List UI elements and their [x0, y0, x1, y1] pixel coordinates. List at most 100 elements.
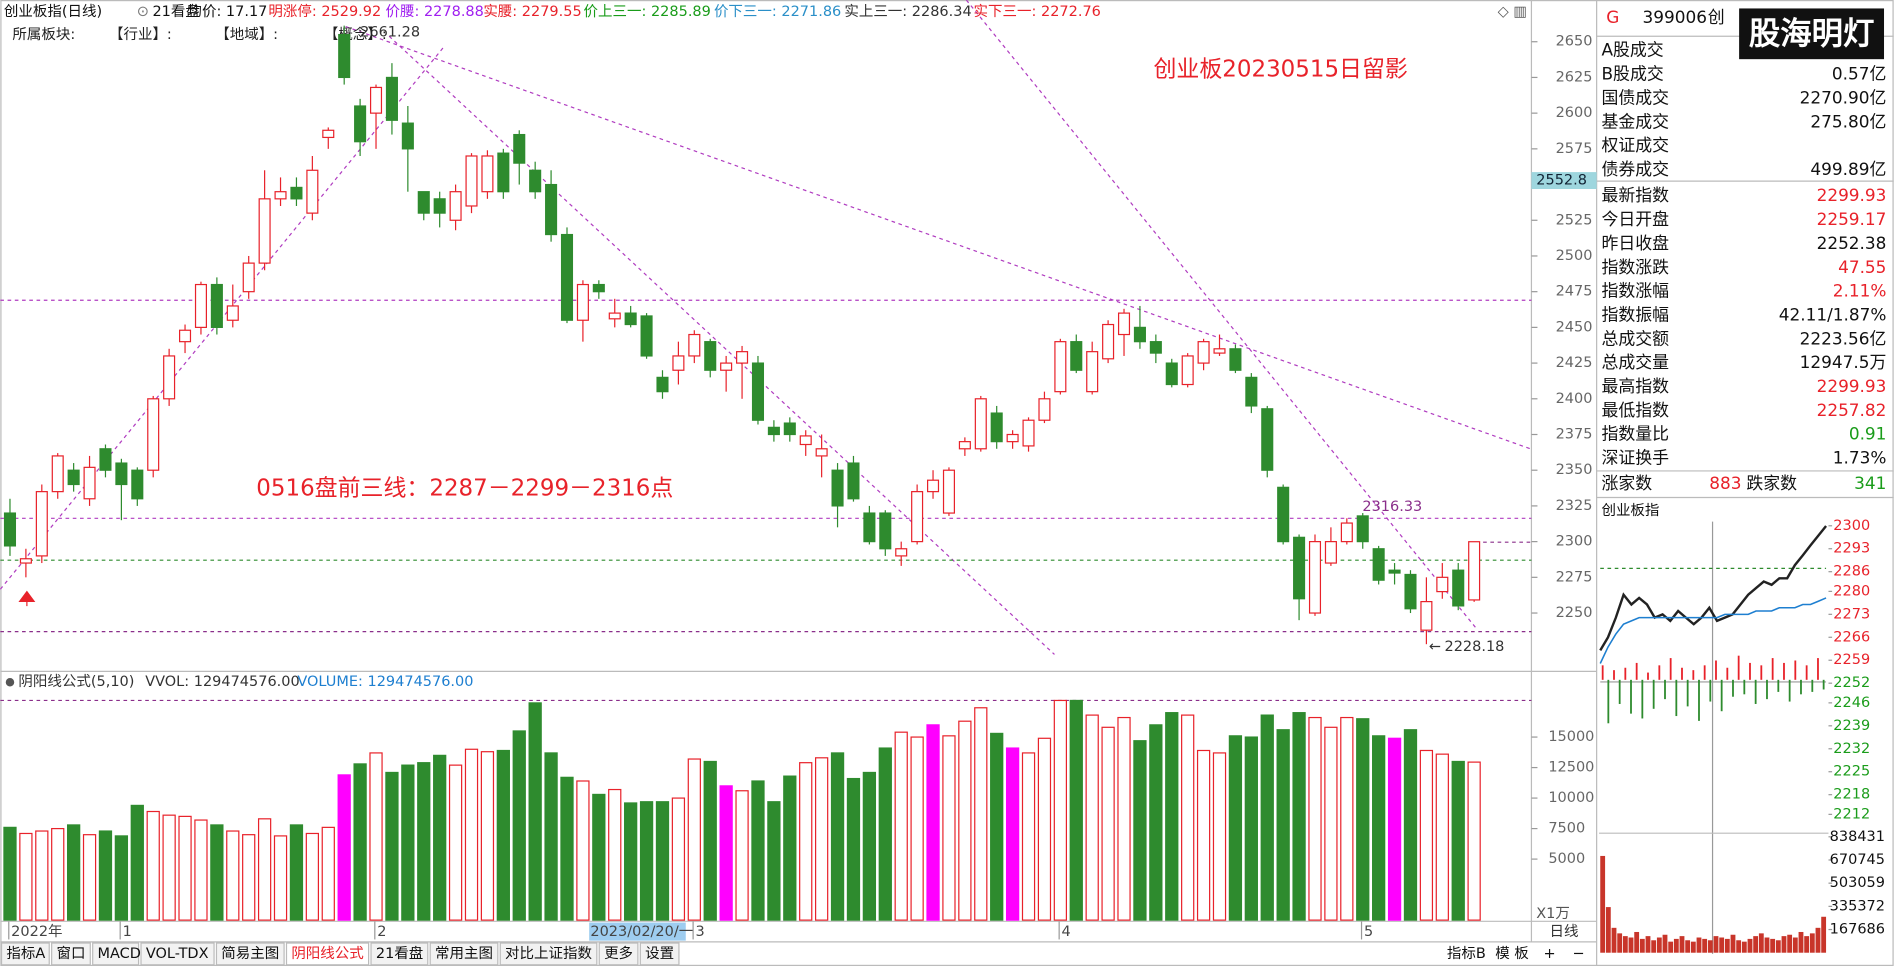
tab[interactable]: [598, 942, 639, 966]
y-tick-label: 2575: [1556, 141, 1593, 157]
volume-bar: [1356, 718, 1370, 921]
header-item: 21看盘: [152, 2, 199, 20]
y-tick-label: 2625: [1556, 69, 1593, 85]
tab-label[interactable]: 常用主图: [435, 945, 493, 962]
intraday-volume-bar: [1707, 940, 1713, 953]
candle-body: [242, 262, 255, 293]
tab-label[interactable]: 指标A: [6, 945, 45, 962]
header-item: 价下三一: 2271.86: [714, 4, 841, 20]
volume-bar: [608, 788, 622, 921]
candle-body: [258, 198, 271, 264]
candle-body: [354, 105, 367, 143]
candle-body: [385, 76, 398, 121]
intraday-volume-bar: [1600, 855, 1606, 953]
tab[interactable]: [0, 942, 50, 966]
candle-body: [942, 469, 955, 514]
volume-bar: [719, 785, 733, 921]
volume-bar: [1228, 735, 1243, 921]
y-tick-label: 2475: [1556, 284, 1593, 300]
volume-bar: [3, 826, 17, 921]
y-tick-label: 167686: [1830, 922, 1885, 938]
volume-bar: [1244, 736, 1258, 921]
candle-body: [815, 448, 828, 457]
volume-bar: [1117, 716, 1131, 921]
candle-body: [1245, 376, 1258, 407]
candle-body: [433, 198, 446, 214]
tab-label[interactable]: 21看盘: [376, 944, 423, 962]
header-item: 创业板指(日线): [4, 2, 102, 20]
intraday-volume-bar: [1622, 936, 1628, 953]
y-tick-label: 2650: [1556, 34, 1593, 50]
sector-label: 【概念】:: [324, 25, 387, 43]
row-value: 12947.5万: [1800, 352, 1887, 372]
volume-bar: [1037, 737, 1052, 921]
intraday-volume-bar: [1758, 933, 1764, 953]
candle-body: [1070, 341, 1083, 371]
volume-bar: [1133, 740, 1147, 921]
indicator-dot: [5, 678, 15, 687]
tab-label[interactable]: 指标B: [1447, 945, 1486, 962]
header-item: 实下三一: 2272.76: [974, 3, 1101, 20]
candle-body: [465, 155, 478, 207]
x-tick-label: 1: [123, 924, 132, 940]
sector-label: 所属板块:: [12, 25, 75, 43]
y-tick-label: 838431: [1830, 829, 1885, 845]
tab[interactable]: [140, 942, 215, 966]
candle-body: [19, 558, 32, 564]
tab[interactable]: [215, 942, 285, 966]
code-prefix: G: [1606, 7, 1619, 27]
row-value: 0.57亿: [1832, 64, 1887, 84]
y-tick-label: 2286: [1833, 564, 1870, 580]
tab[interactable]: [285, 942, 370, 966]
y-tick-label: 2259: [1833, 652, 1870, 668]
row-label: A股成交: [1601, 40, 1663, 60]
tab-label[interactable]: 模 板: [1495, 944, 1529, 962]
candle-body: [210, 283, 223, 328]
tab-label[interactable]: +: [1544, 946, 1556, 962]
candle-body: [1229, 348, 1242, 371]
candle-body: [608, 312, 621, 320]
y-tick-label: 12500: [1548, 760, 1594, 776]
tab-label[interactable]: VOL-TDX: [146, 946, 209, 962]
tab[interactable]: [51, 942, 91, 966]
tab-label[interactable]: MACD: [98, 946, 141, 962]
tab[interactable]: [92, 942, 140, 966]
y-tick-label: 10000: [1548, 790, 1594, 806]
tab[interactable]: [639, 942, 680, 966]
candle-body: [927, 479, 940, 493]
candle-body: [592, 283, 605, 293]
tab-label[interactable]: 简易主图: [221, 945, 279, 962]
tab-label[interactable]: 窗口: [56, 944, 85, 962]
intraday-volume-bar: [1724, 938, 1730, 953]
volume-bar: [289, 824, 304, 921]
row-value: 2223.56亿: [1800, 328, 1887, 348]
intraday-volume-bar: [1702, 938, 1708, 953]
tab-label[interactable]: −: [1572, 946, 1584, 962]
tab[interactable]: [499, 942, 598, 966]
header-item: 均价: 17.17: [187, 3, 267, 20]
candle-body: [338, 33, 351, 79]
tab-label[interactable]: 阴阳线公式: [291, 945, 363, 962]
volume-bar: [544, 752, 558, 921]
y-tick-label: 2239: [1833, 718, 1870, 734]
candle-body: [751, 362, 765, 421]
volume-bar: [1308, 716, 1322, 921]
candle-body: [529, 169, 542, 193]
y-tick-label: 2250: [1556, 605, 1593, 621]
tab[interactable]: [429, 942, 499, 966]
tab-label[interactable]: 更多: [604, 945, 633, 962]
tab[interactable]: [370, 942, 429, 966]
tab-label[interactable]: 对比上证指数: [505, 945, 592, 962]
volume-bar: [35, 830, 49, 921]
candle-body: [147, 398, 160, 471]
candle-body: [911, 491, 924, 543]
volume-bar: [385, 771, 399, 921]
row-label: 基金成交: [1601, 111, 1669, 131]
volume-indicator: VOLUME: 129474576.00: [297, 674, 473, 690]
sector-label: 【行业】:: [109, 26, 172, 43]
tab-label[interactable]: 设置: [645, 945, 674, 962]
volume-bar: [735, 790, 749, 921]
volume-bar: [82, 834, 97, 921]
window-icons[interactable]: ◇ ▥: [1498, 4, 1527, 20]
candle-body: [1022, 419, 1035, 447]
